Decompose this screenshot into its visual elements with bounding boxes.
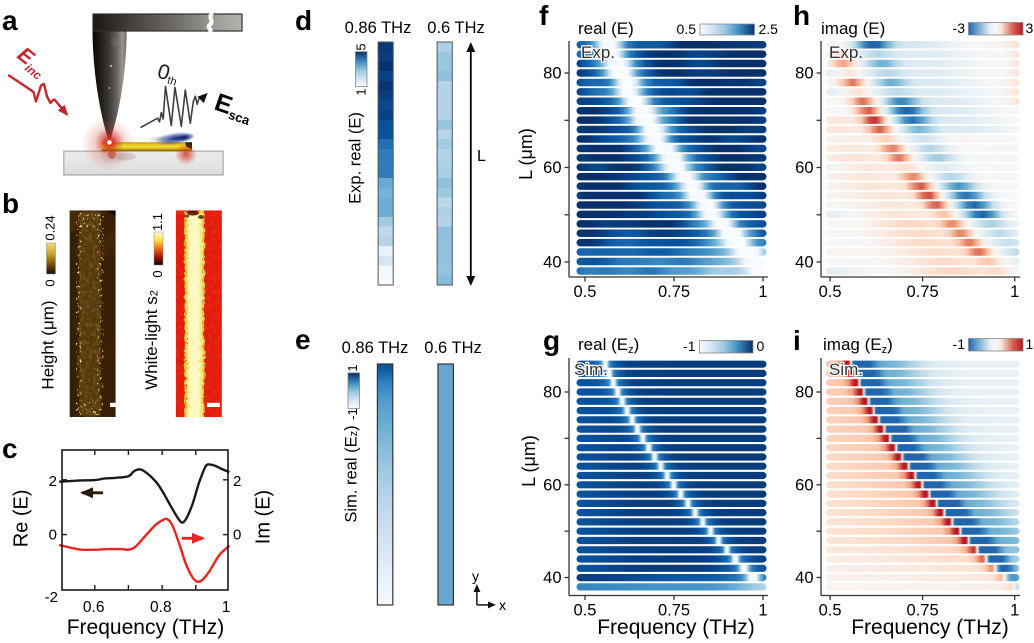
svg-text:2.5: 2.5 [759, 21, 779, 37]
svg-text:0.5: 0.5 [574, 283, 597, 301]
svg-text:-3: -3 [953, 20, 966, 36]
svg-text:0.5: 0.5 [677, 21, 697, 37]
svg-text:Exp.: Exp. [829, 43, 863, 62]
svg-text:80: 80 [543, 65, 561, 83]
svg-text:1: 1 [353, 88, 368, 95]
svg-text:3: 3 [1026, 20, 1034, 36]
svg-text:Sim. real (Ez): Sim. real (Ez) [342, 425, 360, 522]
svg-text:0.5: 0.5 [819, 602, 842, 620]
svg-text:2: 2 [49, 473, 57, 490]
svg-text:0.24: 0.24 [42, 215, 57, 240]
svg-text:e: e [295, 324, 311, 355]
svg-text:i: i [793, 325, 801, 356]
svg-text:d: d [295, 5, 312, 36]
svg-text:0: 0 [150, 270, 165, 277]
svg-text:Frequency (THz): Frequency (THz) [597, 616, 755, 639]
svg-text:Frequency (THz): Frequency (THz) [851, 616, 1009, 639]
svg-text:imag (E): imag (E) [821, 19, 885, 38]
svg-text:1: 1 [1010, 283, 1019, 301]
svg-text:0.5: 0.5 [574, 602, 597, 620]
svg-text:1: 1 [758, 602, 767, 620]
svg-text:1.1: 1.1 [150, 213, 165, 231]
svg-text:0.6: 0.6 [83, 599, 105, 616]
svg-text:60: 60 [795, 159, 813, 177]
svg-text:60: 60 [795, 476, 813, 494]
svg-text:0.75: 0.75 [907, 283, 939, 301]
svg-text:L (μm): L (μm) [516, 128, 536, 180]
svg-text:L: L [477, 148, 486, 165]
svg-text:0.6 THz: 0.6 THz [424, 339, 481, 357]
svg-text:60: 60 [543, 476, 561, 494]
svg-text:0.5: 0.5 [819, 283, 842, 301]
svg-text:0: 0 [757, 338, 765, 354]
svg-text:Sim.: Sim. [574, 360, 608, 379]
svg-text:Sim.: Sim. [829, 360, 863, 379]
svg-text:y: y [472, 568, 479, 584]
svg-text:40: 40 [543, 569, 561, 587]
svg-text:Height (μm): Height (μm) [38, 300, 57, 389]
svg-text:x: x [499, 597, 506, 613]
svg-text:60: 60 [543, 159, 561, 177]
svg-text:-1: -1 [953, 336, 966, 352]
svg-text:-2: -2 [45, 589, 58, 606]
svg-text:c: c [2, 433, 18, 464]
svg-text:imag (Ez): imag (Ez) [823, 335, 893, 356]
svg-text:40: 40 [795, 569, 813, 587]
svg-text:0: 0 [233, 527, 241, 544]
svg-text:b: b [2, 188, 19, 219]
svg-text:Im (E): Im (E) [252, 490, 274, 544]
svg-text:-1: -1 [683, 338, 696, 354]
svg-text:0.75: 0.75 [658, 283, 690, 301]
svg-text:0.6 THz: 0.6 THz [427, 19, 484, 37]
svg-text:Re (E): Re (E) [11, 490, 33, 548]
svg-text:0: 0 [49, 527, 57, 544]
svg-text:real (E): real (E) [578, 19, 634, 38]
svg-text:1: 1 [1026, 336, 1034, 352]
svg-text:L (μm): L (μm) [519, 435, 539, 487]
svg-text:real (Ez): real (Ez) [578, 335, 639, 356]
svg-text:0.75: 0.75 [907, 602, 939, 620]
svg-text:h: h [793, 0, 810, 31]
svg-text:Exp. real (E): Exp. real (E) [346, 112, 364, 204]
svg-text:0: 0 [42, 279, 57, 286]
svg-text:80: 80 [795, 384, 813, 402]
svg-text:1: 1 [1010, 602, 1019, 620]
svg-text:a: a [2, 5, 18, 36]
svg-text:5: 5 [353, 43, 368, 50]
svg-text:1: 1 [758, 283, 767, 301]
svg-text:1: 1 [345, 364, 360, 371]
svg-text:White-light s2: White-light s2 [142, 290, 161, 390]
svg-text:-1: -1 [345, 408, 360, 420]
svg-text:40: 40 [543, 254, 561, 272]
svg-text:0.86 THz: 0.86 THz [342, 339, 409, 357]
svg-text:0.8: 0.8 [150, 599, 172, 616]
svg-text:2: 2 [233, 473, 241, 490]
svg-text:g: g [543, 325, 560, 356]
svg-text:0.86 THz: 0.86 THz [345, 19, 412, 37]
svg-text:Frequency (THz): Frequency (THz) [67, 616, 225, 639]
svg-text:40: 40 [795, 254, 813, 272]
svg-text:0.75: 0.75 [658, 602, 690, 620]
svg-text:Exp.: Exp. [581, 43, 615, 62]
svg-text:80: 80 [543, 384, 561, 402]
svg-text:1: 1 [222, 599, 231, 616]
svg-text:f: f [539, 0, 549, 31]
svg-text:80: 80 [795, 65, 813, 83]
